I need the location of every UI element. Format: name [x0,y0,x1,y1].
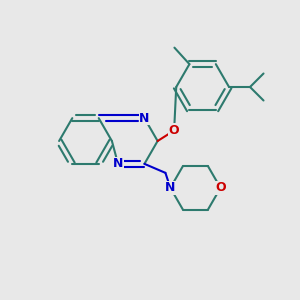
Text: N: N [165,182,176,194]
Text: N: N [139,112,150,124]
Text: O: O [169,124,179,137]
Text: O: O [215,182,226,194]
Text: N: N [113,158,123,170]
